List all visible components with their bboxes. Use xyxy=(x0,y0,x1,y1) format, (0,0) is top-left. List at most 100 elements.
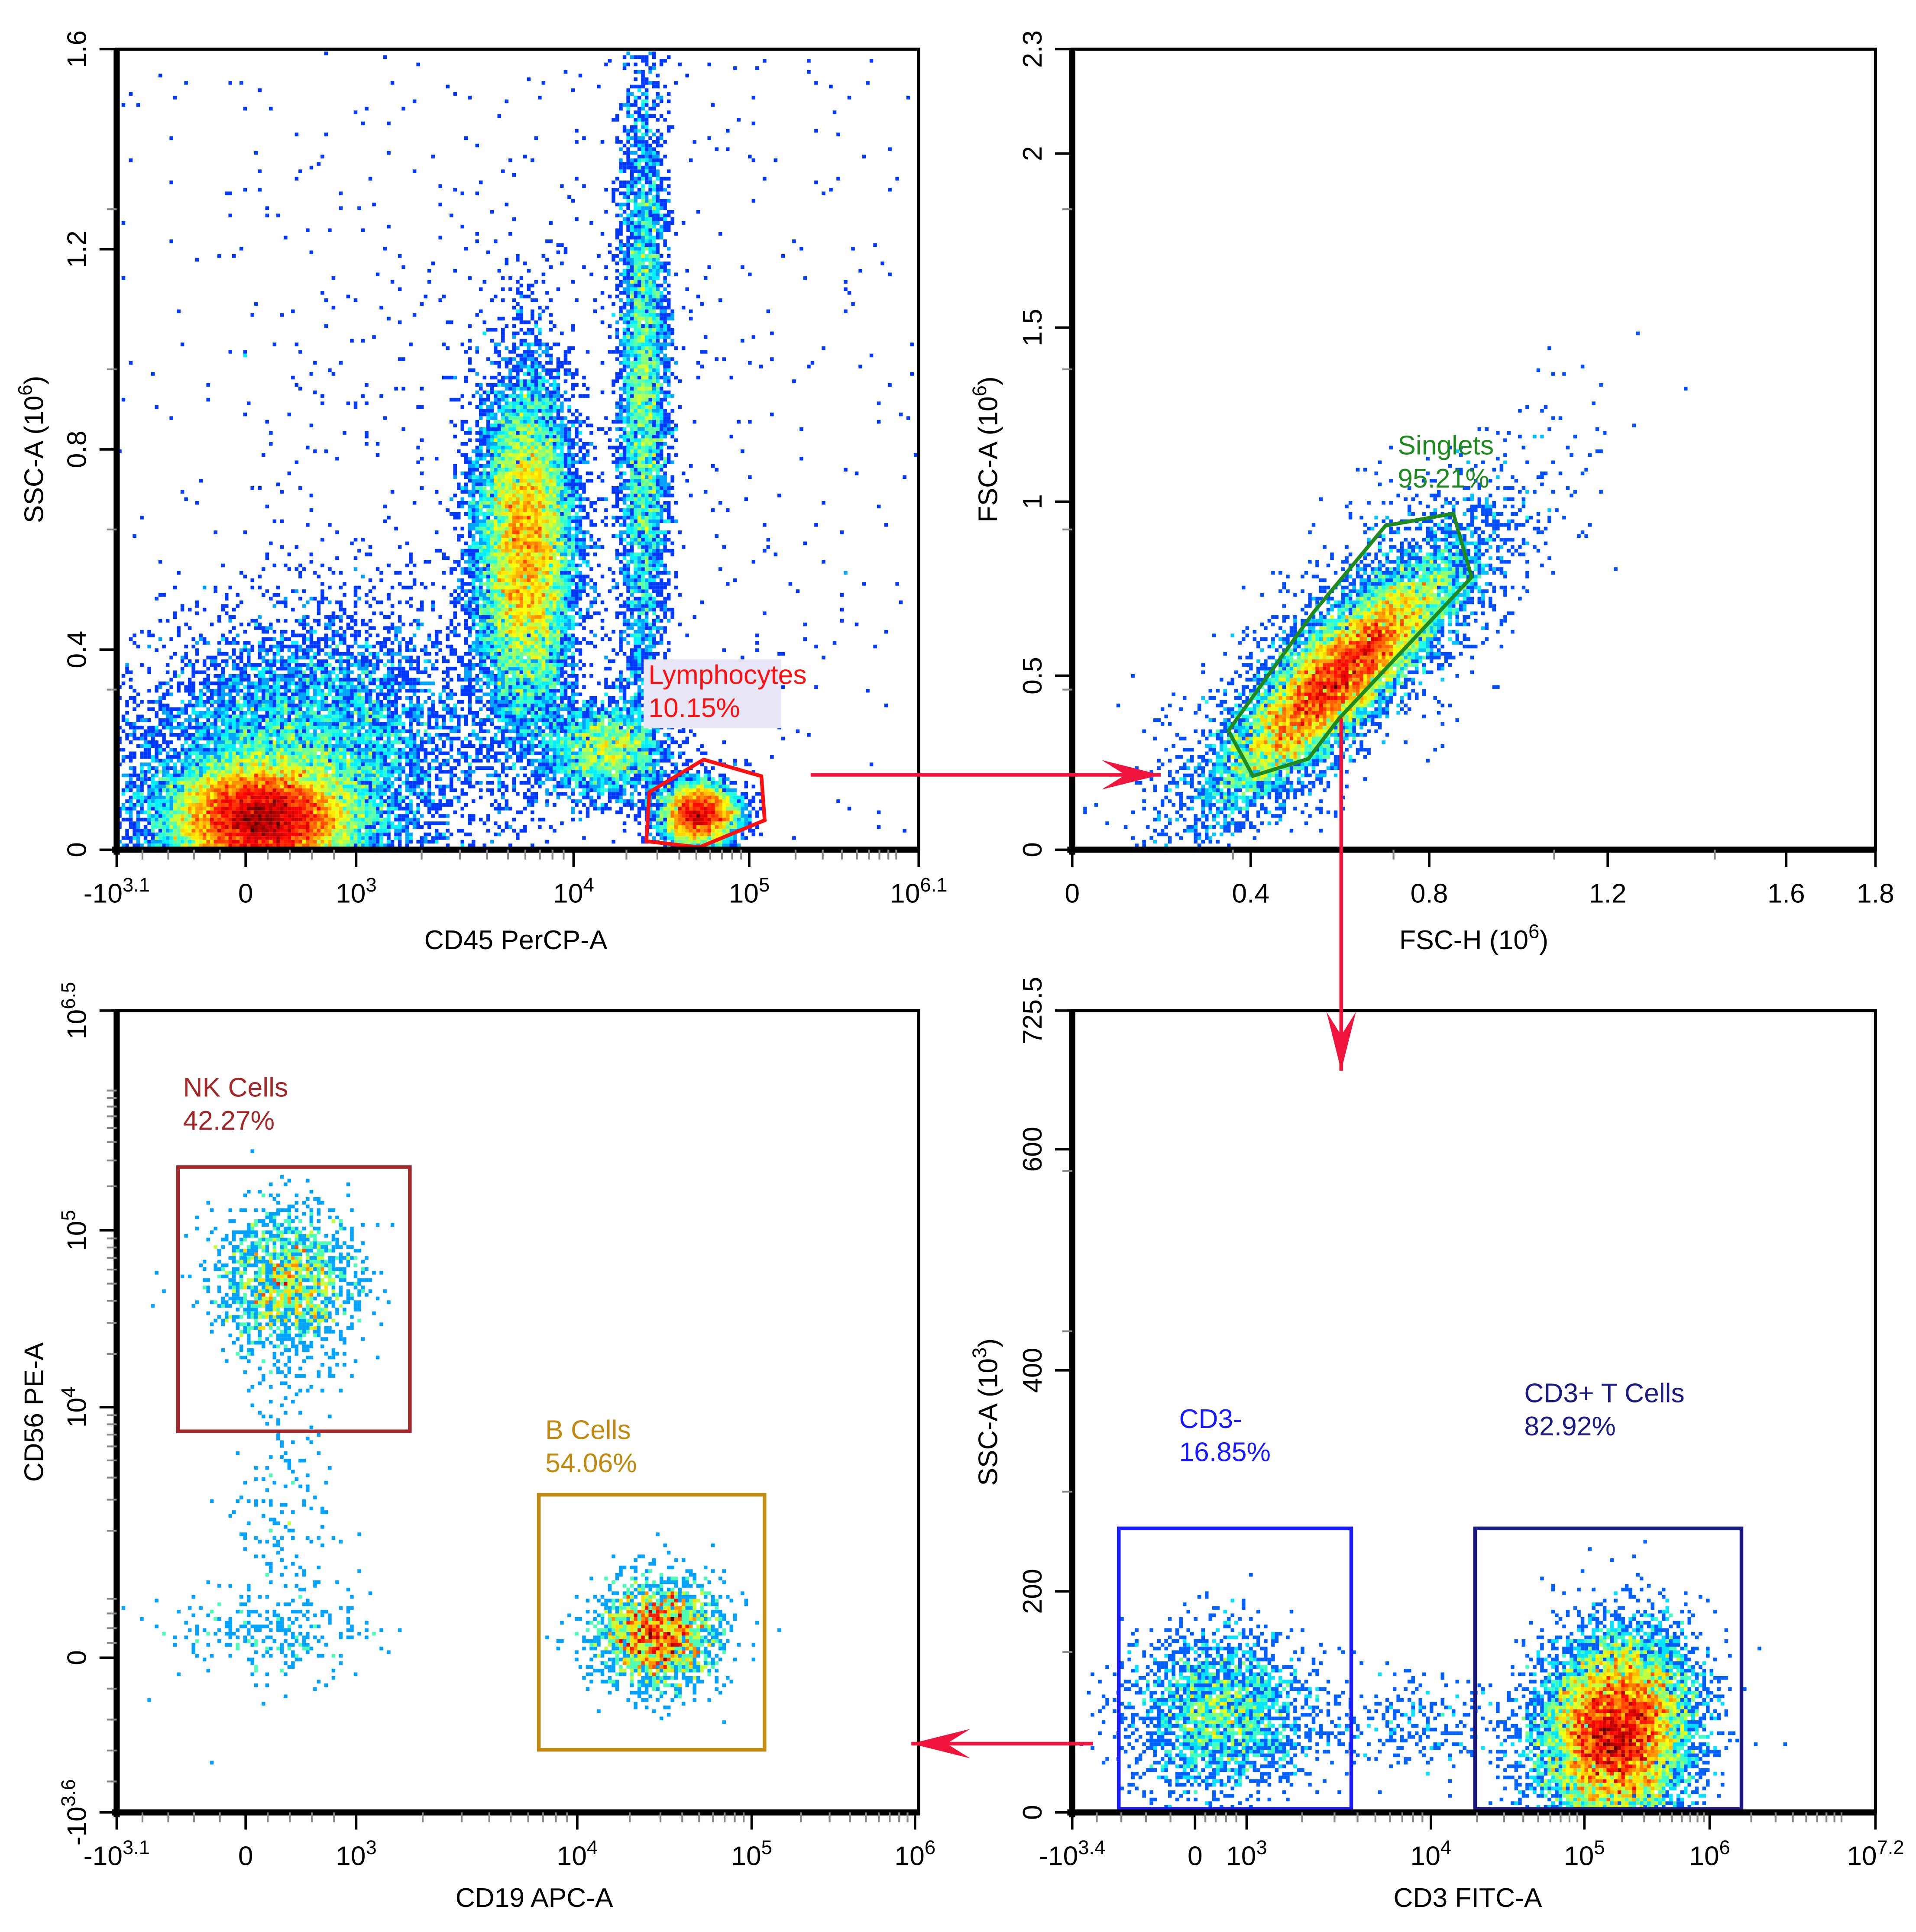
density-bin xyxy=(250,836,255,840)
density-bin xyxy=(490,652,494,656)
density-bin xyxy=(202,748,207,752)
density-bin xyxy=(412,714,417,718)
density-bin xyxy=(298,825,302,829)
density-bin xyxy=(258,615,262,619)
density-bin xyxy=(350,770,354,774)
density-bin xyxy=(387,785,391,788)
density-bin xyxy=(383,785,387,788)
density-bin xyxy=(365,674,369,678)
density-bin xyxy=(295,829,299,833)
density-bin xyxy=(409,560,413,564)
density-bin xyxy=(394,751,398,756)
density-bin xyxy=(464,674,468,678)
density-bin xyxy=(287,744,291,748)
density-bin xyxy=(202,817,207,822)
density-bin xyxy=(482,626,487,630)
density-bin xyxy=(221,733,225,737)
density-bin xyxy=(372,703,376,708)
density-bin xyxy=(284,759,288,763)
density-bin xyxy=(412,644,417,649)
density-bin xyxy=(434,810,439,814)
density-bin xyxy=(456,777,461,781)
density-bin xyxy=(247,678,251,682)
density-bin xyxy=(365,722,369,726)
density-bin xyxy=(272,744,277,748)
density-bin xyxy=(320,770,324,774)
density-bin xyxy=(309,748,314,752)
density-bin xyxy=(317,678,321,682)
density-bin xyxy=(335,733,339,737)
density-bin xyxy=(195,726,199,730)
density-bin xyxy=(324,681,328,685)
density-bin xyxy=(313,678,317,682)
density-bin xyxy=(125,733,129,737)
density-bin xyxy=(398,795,402,800)
density-bin xyxy=(343,740,346,744)
density-bin xyxy=(129,814,133,818)
density-bin xyxy=(497,781,502,785)
density-bin xyxy=(214,663,217,667)
density-bin xyxy=(531,420,534,424)
density-bin xyxy=(357,666,361,671)
density-bin xyxy=(394,711,398,715)
density-bin xyxy=(442,688,446,693)
density-bin xyxy=(309,843,314,847)
density-bin xyxy=(284,659,288,663)
density-bin xyxy=(247,692,251,696)
density-bin xyxy=(133,792,136,796)
density-bin xyxy=(191,792,195,796)
density-bin xyxy=(508,585,512,590)
density-bin xyxy=(390,773,395,778)
density-bin xyxy=(306,832,310,837)
density-bin xyxy=(298,692,302,696)
density-bin xyxy=(538,475,542,479)
density-bin xyxy=(280,545,284,549)
density-bin xyxy=(531,748,534,752)
density-bin xyxy=(217,674,221,678)
density-bin xyxy=(387,740,391,744)
density-bin xyxy=(401,656,405,659)
density-bin xyxy=(169,785,173,788)
density-bin xyxy=(276,722,280,726)
density-bin xyxy=(250,729,255,733)
density-bin xyxy=(258,759,262,763)
density-bin xyxy=(199,829,203,833)
density-bin xyxy=(206,803,210,807)
density-bin xyxy=(250,692,255,696)
density-bin xyxy=(331,803,336,807)
density-bin xyxy=(287,703,291,708)
density-bin xyxy=(298,575,302,578)
density-bin xyxy=(262,726,265,730)
density-bin xyxy=(180,711,184,715)
density-bin xyxy=(556,615,560,619)
density-bin xyxy=(228,678,232,682)
density-bin xyxy=(195,799,199,803)
density-bin xyxy=(320,678,324,682)
density-bin xyxy=(545,597,549,601)
density-bin xyxy=(328,674,332,678)
density-bin xyxy=(298,726,302,730)
density-bin xyxy=(165,726,170,730)
density-bin xyxy=(202,810,207,814)
density-bin xyxy=(191,807,195,811)
density-bin xyxy=(173,670,177,674)
density-bin xyxy=(317,600,321,604)
density-bin xyxy=(232,663,236,667)
density-bin xyxy=(147,666,151,671)
density-bin xyxy=(567,475,571,479)
density-bin xyxy=(324,659,328,663)
density-bin xyxy=(232,703,236,708)
density-bin xyxy=(328,799,332,803)
density-bin xyxy=(405,762,409,766)
density-bin xyxy=(313,718,317,722)
density-bin xyxy=(394,630,398,634)
density-bin xyxy=(129,817,133,822)
density-bin xyxy=(221,795,225,800)
density-bin xyxy=(140,718,144,722)
density-bin xyxy=(133,829,136,833)
density-bin xyxy=(276,821,280,825)
density-bin xyxy=(313,644,317,649)
density-bin xyxy=(191,821,195,825)
density-bin xyxy=(424,821,427,825)
density-bin xyxy=(405,755,409,759)
